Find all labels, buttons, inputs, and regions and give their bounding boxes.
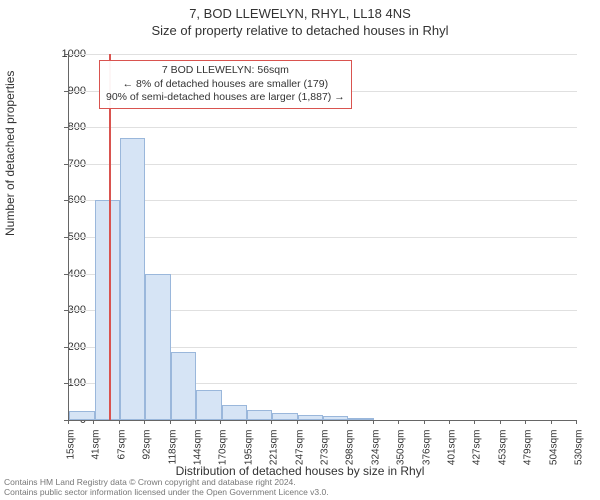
histogram-bar — [247, 410, 273, 420]
annotation-line-1: 7 BOD LLEWELYN: 56sqm — [106, 64, 345, 78]
histogram-bar — [323, 416, 348, 420]
title-line-2: Size of property relative to detached ho… — [0, 23, 600, 38]
y-axis-label: Number of detached properties — [3, 71, 17, 236]
histogram-bar — [272, 413, 298, 420]
histogram-bar — [95, 200, 121, 420]
gridline — [69, 200, 577, 201]
histogram-bar — [222, 405, 247, 420]
footer-line-2: Contains public sector information licen… — [4, 488, 329, 498]
histogram-bar — [69, 411, 95, 420]
gridline — [69, 237, 577, 238]
chart-title: 7, BOD LLEWELYN, RHYL, LL18 4NS Size of … — [0, 0, 600, 38]
histogram-bar — [196, 390, 222, 420]
histogram-bar — [298, 415, 324, 420]
gridline — [69, 164, 577, 165]
footer-attribution: Contains HM Land Registry data © Crown c… — [4, 478, 329, 498]
histogram-bar — [145, 274, 171, 420]
annotation-line-2: ← 8% of detached houses are smaller (179… — [106, 78, 345, 92]
x-axis-label: Distribution of detached houses by size … — [0, 464, 600, 478]
plot-area: 7 BOD LLEWELYN: 56sqm← 8% of detached ho… — [68, 54, 577, 421]
annotation-box: 7 BOD LLEWELYN: 56sqm← 8% of detached ho… — [99, 60, 352, 109]
histogram-bar — [120, 138, 145, 420]
annotation-line-3: 90% of semi-detached houses are larger (… — [106, 91, 345, 105]
gridline — [69, 127, 577, 128]
title-line-1: 7, BOD LLEWELYN, RHYL, LL18 4NS — [0, 6, 600, 21]
histogram-bar — [348, 418, 374, 420]
chart-container: { "chart": { "type": "histogram", "title… — [0, 0, 600, 500]
gridline — [69, 54, 577, 55]
histogram-bar — [171, 352, 197, 420]
